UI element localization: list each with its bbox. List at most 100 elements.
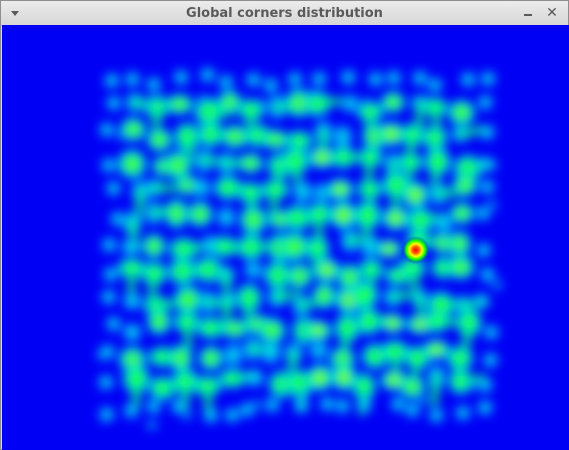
heatmap-blob (117, 235, 144, 259)
heatmap-blob (426, 405, 447, 426)
heatmap-blob (119, 290, 146, 313)
heatmap-blob (101, 70, 122, 91)
heatmap-blob (302, 318, 334, 343)
heatmap-outer-blob (249, 397, 265, 413)
heatmap-blob (480, 350, 501, 371)
heatmap-blob (324, 176, 356, 203)
heatmap-outer-blob (144, 97, 160, 113)
heatmap-blob (379, 89, 407, 115)
heatmap-blob (103, 178, 124, 199)
heatmap-blob (143, 396, 164, 417)
heatmap-blob (471, 290, 492, 311)
heatmap-blob (197, 64, 218, 85)
heatmap-blob (99, 234, 120, 255)
heatmap-blob (115, 147, 149, 181)
heatmap-blob (477, 122, 498, 143)
heatmap-outer-blob (484, 157, 500, 173)
heatmap-blob (197, 344, 225, 373)
heatmap-streak (429, 372, 441, 407)
heatmap-blob (243, 69, 264, 90)
heatmap-blob (220, 338, 246, 372)
heatmap-blob (262, 394, 283, 415)
heatmap-blob (289, 176, 316, 208)
heatmap-blob (473, 240, 494, 261)
heatmap-blob (240, 258, 267, 282)
heatmap-outer-blob (464, 377, 480, 393)
heatmap-outer-blob (94, 347, 110, 363)
heatmap-blob (145, 306, 173, 337)
heatmap-blob (304, 361, 336, 394)
heatmap-blob (425, 75, 446, 96)
heatmap-blob (277, 229, 312, 264)
heatmap-blob (103, 93, 124, 114)
heatmap-streak (126, 263, 137, 298)
heatmap-blob (97, 119, 117, 140)
heatmap-blob (98, 287, 119, 307)
heatmap-blob (163, 196, 190, 231)
heatmap-blob (96, 372, 116, 393)
heatmap-blob (171, 67, 192, 88)
heatmap-blob (309, 69, 330, 89)
heatmap-blob (167, 342, 195, 375)
heatmap-outer-blob (179, 407, 195, 423)
heatmap-blob (171, 283, 206, 317)
heatmap-canvas (2, 25, 569, 450)
heatmap-blob (399, 178, 431, 212)
heatmap-blob (163, 148, 193, 182)
title-bar[interactable]: Global corners distribution ✕ (1, 1, 568, 26)
heatmap-blob (379, 203, 412, 233)
heatmap-blob (122, 69, 143, 90)
heatmap-outer-blob (414, 392, 430, 408)
minimize-button[interactable] (520, 4, 536, 22)
heatmap-blob (256, 315, 288, 346)
close-button[interactable]: ✕ (544, 4, 560, 22)
heatmap-blob (475, 92, 496, 113)
heatmap-blob (119, 320, 145, 345)
heatmap-blob (410, 68, 430, 89)
heatmap-blob (98, 155, 119, 176)
heatmap-blob (332, 396, 353, 416)
heatmap-blob (237, 203, 269, 237)
heatmap-blob (374, 119, 408, 149)
heatmap-blob (458, 69, 479, 90)
heatmap-blob (377, 311, 408, 335)
heatmap-blob (448, 200, 476, 226)
heatmap-blob (188, 174, 215, 201)
heatmap-blob (219, 123, 252, 151)
heatmap-blob (452, 402, 473, 423)
window-controls: ✕ (520, 4, 560, 22)
heatmap-blob (338, 67, 359, 88)
heatmap-outer-blob (144, 417, 160, 433)
heatmap-blob (311, 255, 343, 285)
heatmap-streak (460, 318, 474, 353)
heatmap-streak (182, 317, 194, 352)
heatmap-blob (445, 253, 477, 282)
heatmap-blob (305, 144, 339, 171)
heatmap-blob (140, 232, 168, 261)
heatmap-blob (354, 394, 375, 415)
heatmap-peak (401, 236, 430, 264)
heatmap-blob (241, 366, 268, 390)
heatmap-blob (305, 337, 332, 364)
heatmap-blob (121, 400, 142, 421)
heatmap-blob (258, 336, 284, 369)
heatmap-streak (363, 152, 375, 187)
heatmap-blob (419, 337, 453, 362)
heatmap-blob (285, 261, 314, 291)
heatmap-blob (185, 199, 215, 229)
heatmap-blob (235, 151, 266, 175)
window-title: Global corners distribution (186, 6, 383, 21)
heatmap-blob (383, 68, 404, 88)
heatmap-blob (478, 68, 499, 89)
heatmap-outer-blob (254, 97, 270, 113)
heatmap-blob (213, 203, 239, 232)
heatmap-outer-blob (294, 387, 310, 403)
close-icon: ✕ (546, 5, 558, 21)
heatmap-blob (365, 69, 386, 90)
heatmap-blob (310, 280, 338, 311)
heatmap-outer-blob (359, 95, 375, 111)
heatmap-blob (373, 237, 405, 260)
heatmap-blob (216, 72, 236, 93)
heatmap-blob (144, 126, 174, 154)
